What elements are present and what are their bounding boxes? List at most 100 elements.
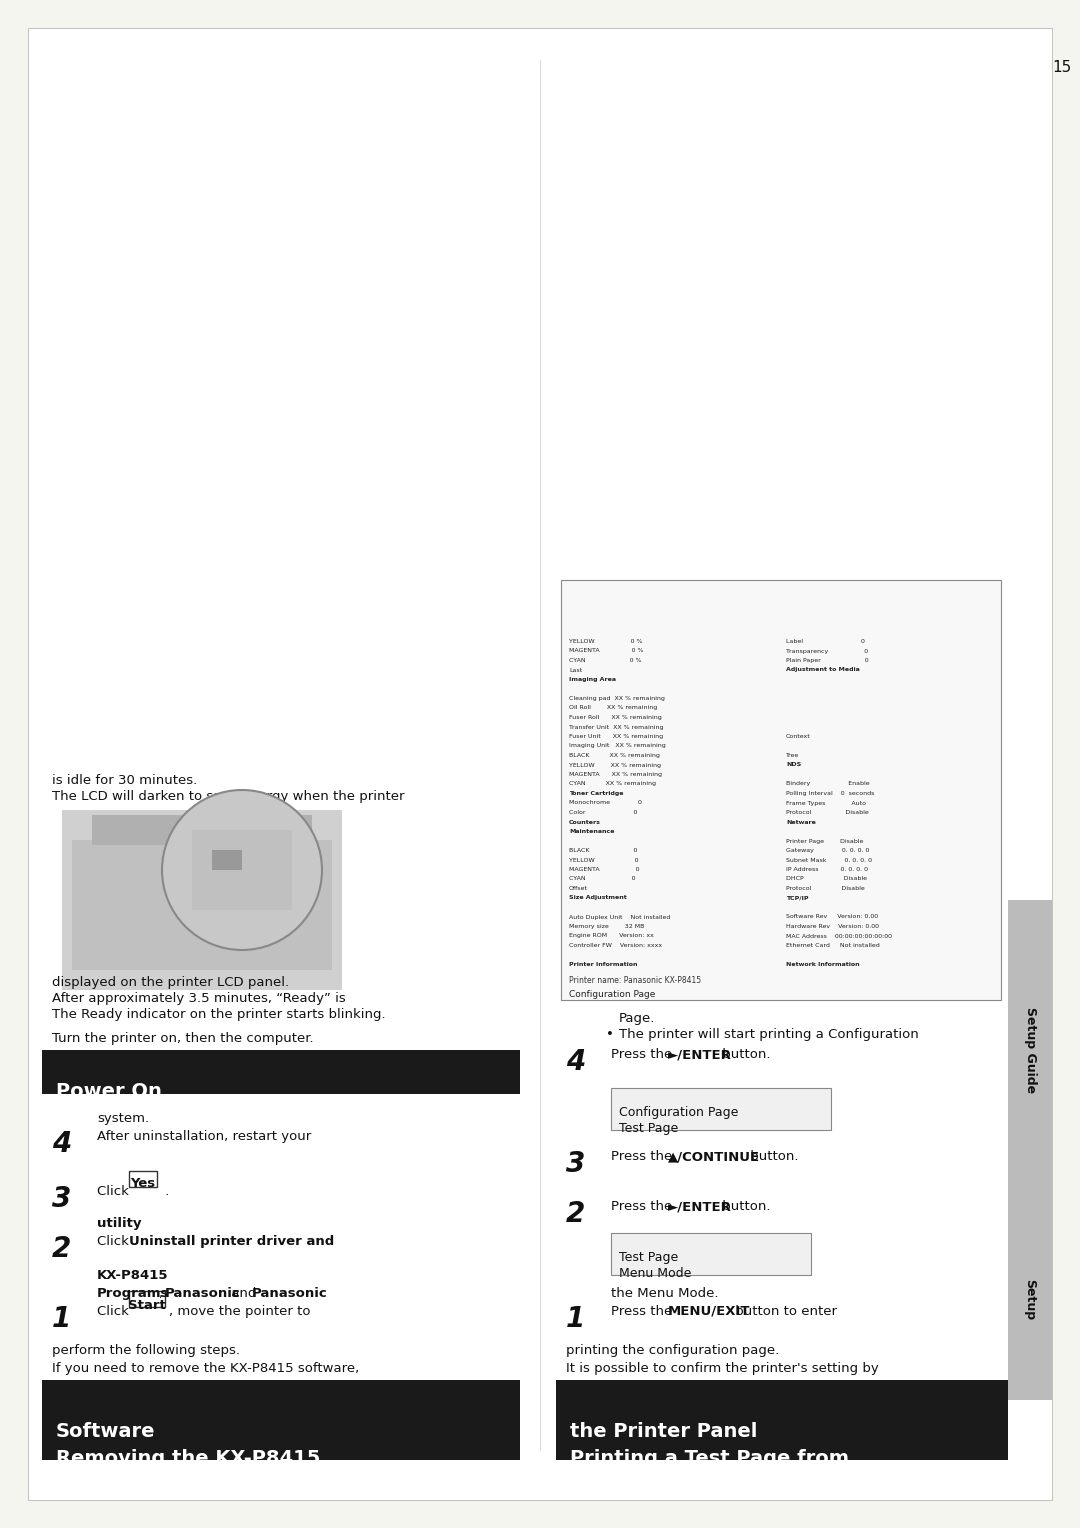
Text: Plain Paper                      0: Plain Paper 0	[786, 659, 868, 663]
Text: Programs: Programs	[97, 1287, 170, 1300]
Text: If you need to remove the KX-P8415 software,: If you need to remove the KX-P8415 softw…	[52, 1361, 360, 1375]
Text: Size Adjustment: Size Adjustment	[569, 895, 626, 900]
Text: 2: 2	[52, 1235, 71, 1264]
Text: .: .	[135, 1216, 139, 1230]
Text: Offset: Offset	[569, 886, 588, 891]
Text: Label                             0: Label 0	[786, 639, 865, 643]
Text: Fuser Roll      XX % remaining: Fuser Roll XX % remaining	[569, 715, 662, 720]
Text: MAGENTA                  0: MAGENTA 0	[569, 866, 639, 872]
Text: Bindery                   Enable: Bindery Enable	[786, 781, 869, 787]
Text: Printer Information: Printer Information	[569, 963, 637, 967]
Text: Uninstall printer driver and: Uninstall printer driver and	[129, 1235, 334, 1248]
Text: Turn the printer on, then the computer.: Turn the printer on, then the computer.	[52, 1031, 313, 1045]
Bar	[192, 830, 292, 911]
Text: NDS: NDS	[786, 762, 801, 767]
Text: Last: Last	[569, 668, 582, 672]
Text: Network Information: Network Information	[786, 963, 860, 967]
Text: Hardware Rev    Version: 0.00: Hardware Rev Version: 0.00	[786, 924, 879, 929]
Text: Configuration Page: Configuration Page	[619, 1106, 739, 1118]
Bar	[611, 1088, 831, 1131]
Text: the Menu Mode.: the Menu Mode.	[611, 1287, 718, 1300]
Text: Controller FW    Version: xxxx: Controller FW Version: xxxx	[569, 943, 662, 947]
Text: ►/ENTER: ►/ENTER	[669, 1048, 732, 1060]
Text: Setup: Setup	[1024, 1279, 1037, 1320]
Bar	[129, 1170, 157, 1187]
Text: Press the: Press the	[611, 1048, 676, 1060]
Text: After approximately 3.5 minutes, “Ready” is: After approximately 3.5 minutes, “Ready”…	[52, 992, 346, 1005]
Text: Click: Click	[97, 1235, 133, 1248]
Text: Memory size        32 MB: Memory size 32 MB	[569, 924, 645, 929]
Text: Gateway              0. 0. 0. 0: Gateway 0. 0. 0. 0	[786, 848, 869, 853]
Text: DHCP                    Disable: DHCP Disable	[786, 877, 867, 882]
Text: perform the following steps.: perform the following steps.	[52, 1345, 240, 1357]
Bar	[42, 1380, 519, 1459]
Text: Toner Cartridge: Toner Cartridge	[569, 792, 623, 796]
Text: Printing a Test Page from: Printing a Test Page from	[570, 1449, 849, 1468]
Text: Click: Click	[97, 1186, 133, 1198]
Bar	[1008, 1199, 1052, 1400]
Text: .: .	[154, 1268, 158, 1282]
Text: YELLOW        XX % remaining: YELLOW XX % remaining	[569, 762, 661, 767]
Text: Engine ROM      Version: xx: Engine ROM Version: xx	[569, 934, 653, 938]
Text: Test Page: Test Page	[619, 1122, 678, 1135]
Text: 3: 3	[52, 1186, 71, 1213]
Text: the Printer Panel: the Printer Panel	[570, 1423, 757, 1441]
Text: Monochrome              0: Monochrome 0	[569, 801, 642, 805]
Text: Imaging Unit   XX % remaining: Imaging Unit XX % remaining	[569, 744, 665, 749]
Text: The printer will start printing a Configuration: The printer will start printing a Config…	[619, 1028, 919, 1041]
Text: Press the: Press the	[611, 1151, 676, 1163]
Text: utility: utility	[97, 1216, 141, 1230]
Text: BLACK          XX % remaining: BLACK XX % remaining	[569, 753, 660, 758]
Text: •: •	[606, 1028, 613, 1041]
Text: Netware: Netware	[786, 819, 815, 825]
Text: Press the: Press the	[611, 1199, 676, 1213]
Text: button.: button.	[718, 1199, 770, 1213]
Text: CYAN                       0: CYAN 0	[569, 877, 635, 882]
Text: After uninstallation, restart your: After uninstallation, restart your	[97, 1131, 311, 1143]
Text: Oil Roll        XX % remaining: Oil Roll XX % remaining	[569, 706, 658, 711]
Bar	[561, 581, 1001, 999]
Text: Panasonic: Panasonic	[165, 1287, 241, 1300]
Text: Auto Duplex Unit    Not installed: Auto Duplex Unit Not installed	[569, 914, 671, 920]
Text: Protocol               Disable: Protocol Disable	[786, 886, 865, 891]
Text: The LCD will darken to save energy when the printer: The LCD will darken to save energy when …	[52, 790, 405, 804]
Text: Press the: Press the	[611, 1305, 676, 1319]
Text: Click: Click	[97, 1305, 133, 1319]
Text: MAC Address    00:00:00:00:00:00: MAC Address 00:00:00:00:00:00	[786, 934, 892, 938]
Text: Context: Context	[786, 733, 811, 740]
Text: 1: 1	[566, 1305, 585, 1332]
Text: , move the pointer to: , move the pointer to	[168, 1305, 311, 1319]
Text: YELLOW                  0 %: YELLOW 0 %	[569, 639, 643, 643]
Text: Page.: Page.	[619, 1012, 656, 1025]
Text: Setup Guide: Setup Guide	[1024, 1007, 1037, 1093]
Text: Software: Software	[56, 1423, 156, 1441]
Text: Configuration Page: Configuration Page	[569, 990, 656, 999]
Text: Adjustment to Media: Adjustment to Media	[786, 668, 860, 672]
Text: Ethernet Card     Not installed: Ethernet Card Not installed	[786, 943, 880, 947]
Text: 4: 4	[566, 1048, 585, 1076]
Bar	[62, 810, 342, 990]
Text: Test Page: Test Page	[619, 1251, 678, 1264]
Text: CYAN                      0 %: CYAN 0 %	[569, 659, 642, 663]
Text: 1: 1	[52, 1305, 71, 1332]
Text: Protocol                 Disable: Protocol Disable	[786, 810, 868, 814]
Text: Polling Interval    0  seconds: Polling Interval 0 seconds	[786, 792, 875, 796]
Text: Panasonic: Panasonic	[252, 1287, 327, 1300]
Text: is idle for 30 minutes.: is idle for 30 minutes.	[52, 775, 198, 787]
Text: Transfer Unit  XX % remaining: Transfer Unit XX % remaining	[569, 724, 663, 729]
Text: Start: Start	[129, 1299, 166, 1313]
Bar	[611, 1233, 811, 1274]
Text: MAGENTA      XX % remaining: MAGENTA XX % remaining	[569, 772, 662, 778]
Text: ,: ,	[159, 1287, 167, 1300]
Text: ▲/CONTINUE: ▲/CONTINUE	[669, 1151, 760, 1163]
Text: .: .	[161, 1186, 170, 1198]
Text: button.: button.	[746, 1151, 798, 1163]
Text: 4: 4	[52, 1131, 71, 1158]
Text: button.: button.	[718, 1048, 770, 1060]
Text: KX-P8415: KX-P8415	[97, 1268, 168, 1282]
Text: Cleaning pad  XX % remaining: Cleaning pad XX % remaining	[569, 695, 665, 701]
Text: It is possible to confirm the printer's setting by: It is possible to confirm the printer's …	[566, 1361, 879, 1375]
Bar	[1008, 900, 1052, 1199]
Text: CYAN          XX % remaining: CYAN XX % remaining	[569, 781, 656, 787]
Text: 2: 2	[566, 1199, 585, 1229]
